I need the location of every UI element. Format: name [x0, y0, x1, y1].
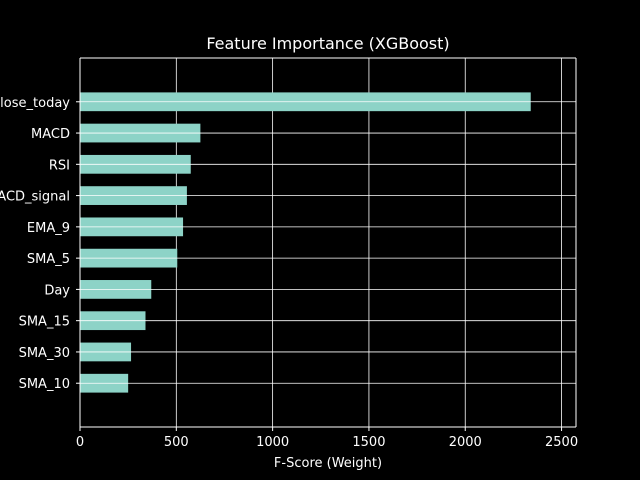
x-tick-labels: 0 500 1000 1500 2000 2500: [76, 435, 578, 450]
y-tick-labels: SMA_10 SMA_30 SMA_15 Day SMA_5 EMA_9 MACD_sign…: [0, 96, 70, 392]
x-tick-label: 0: [76, 435, 84, 450]
y-tick-label: RSI: [49, 158, 70, 173]
y-tick-label: SMA_10: [19, 377, 70, 392]
x-tick-label: 2000: [449, 435, 482, 450]
y-tick-label: Day: [44, 283, 70, 298]
y-tick-label: SMA_15: [19, 315, 70, 330]
axes: [76, 57, 577, 431]
x-tick-label: 500: [164, 435, 189, 450]
x-tick-label: 1500: [352, 435, 385, 450]
chart-title: Feature Importance (XGBoost): [206, 34, 449, 53]
y-tick-label: MACD: [31, 127, 70, 142]
x-tick-label: 1000: [256, 435, 289, 450]
y-tick-label: MACD_signal: [0, 190, 70, 205]
x-tick-label: 2500: [545, 435, 578, 450]
y-tick-label: SMA_5: [27, 252, 70, 267]
y-tick-label: SMA_30: [19, 346, 70, 361]
y-tick-label: EMA_9: [27, 221, 70, 236]
y-tick-label: Close_today: [0, 96, 70, 111]
x-axis-label: F-Score (Weight): [274, 456, 382, 471]
